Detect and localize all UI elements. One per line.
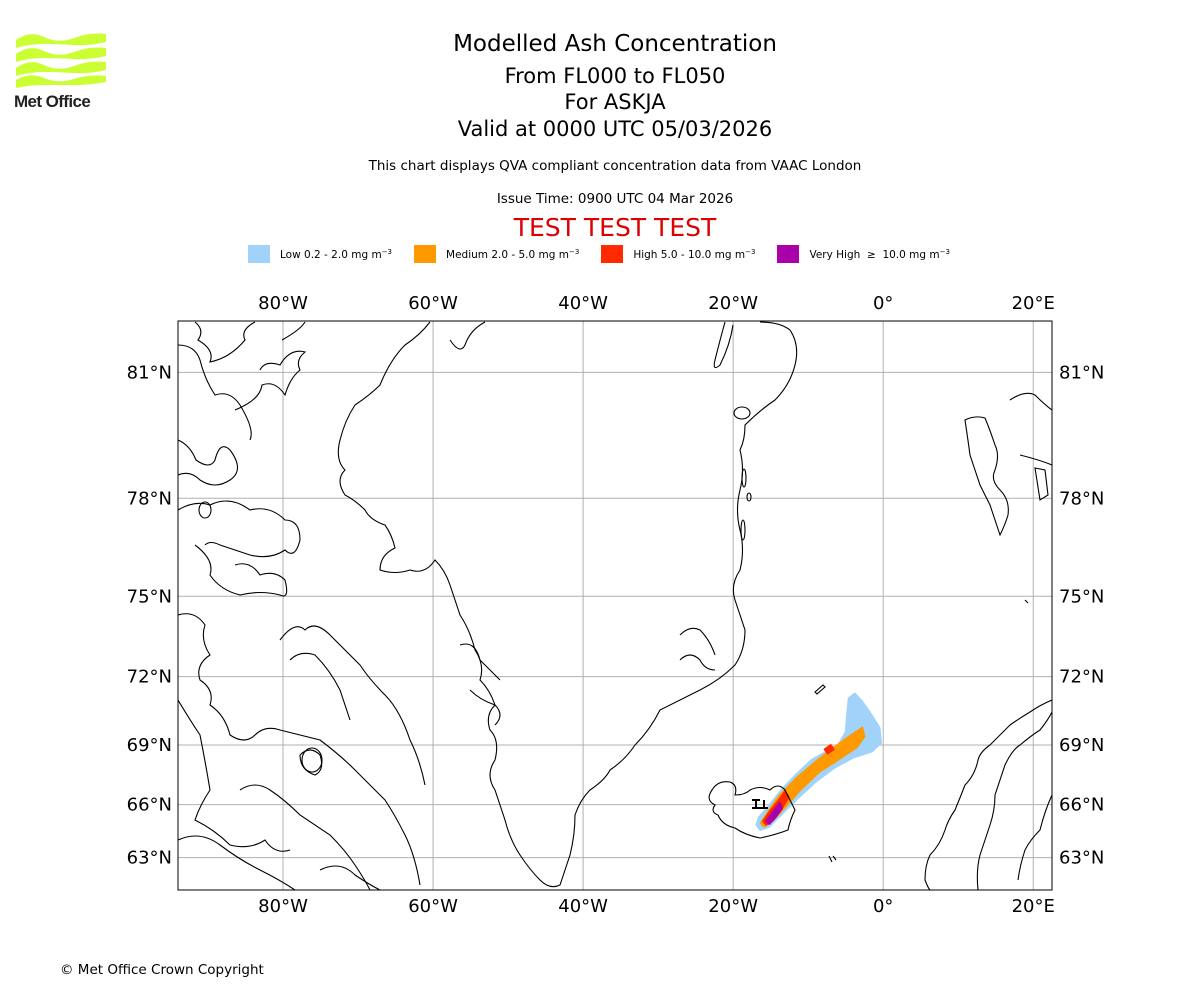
lat-tick-label-left: 78°N (127, 488, 172, 509)
coastline-iceland (708, 781, 796, 839)
graticule (178, 321, 1052, 890)
coastline-labrador-north (178, 835, 381, 890)
legend-swatch-low (248, 245, 270, 263)
lat-tick-label-left: 72°N (127, 667, 172, 688)
coastline-svalbard (964, 392, 1052, 537)
lon-tick-label-bottom: 20°E (1012, 896, 1055, 917)
valid-time: Valid at 0000 UTC 05/03/2026 (457, 117, 773, 141)
askja-marker (752, 799, 768, 809)
coastline-faroe (828, 855, 837, 863)
island (733, 406, 751, 420)
coastlines (178, 321, 1052, 890)
coastline-jan-mayen (814, 684, 826, 695)
legend-label: Very High ≥ 10.0 mg m−3 (809, 247, 950, 261)
lon-tick-label-top: 20°E (1012, 293, 1055, 314)
legend-item-high: High 5.0 - 10.0 mg m−3 (601, 245, 755, 263)
coastline-greenland (337, 321, 798, 888)
lon-tick-label-bottom: 0° (873, 896, 893, 917)
logo-text: Met Office (14, 92, 91, 111)
chart-title: Modelled Ash Concentration (453, 31, 777, 57)
met-office-logo: Met Office (14, 30, 108, 114)
island (198, 501, 212, 519)
lat-tick-label-right: 78°N (1059, 488, 1104, 509)
lon-tick-label-top: 80°W (258, 293, 308, 314)
legend-label: High 5.0 - 10.0 mg m−3 (633, 247, 756, 261)
ash-region-high (823, 744, 835, 755)
legend-swatch-high (601, 245, 624, 263)
volcano-name: For ASKJA (564, 90, 666, 114)
island (746, 492, 752, 502)
copyright: © Met Office Crown Copyright (60, 962, 264, 978)
lat-tick-label-left: 75°N (127, 586, 172, 607)
island (741, 468, 747, 488)
lat-tick-label-left: 69°N (127, 735, 172, 756)
coastline-baffin (178, 613, 426, 886)
lat-tick-label-right: 63°N (1059, 848, 1104, 869)
lat-tick-label-left: 81°N (127, 362, 172, 383)
issue-time: Issue Time: 0900 UTC 04 Mar 2026 (496, 191, 734, 207)
legend-label: Low 0.2 - 2.0 mg m−3 (280, 247, 393, 261)
legend-label: Medium 2.0 - 5.0 mg m−3 (446, 247, 580, 261)
lon-tick-label-top: 20°W (708, 293, 758, 314)
coastline-devon (194, 544, 288, 597)
legend-item-medium: Medium 2.0 - 5.0 mg m−3 (414, 245, 579, 263)
lon-tick-label-bottom: 40°W (558, 896, 608, 917)
legend-item-low: Low 0.2 - 2.0 mg m−3 (248, 245, 392, 263)
axis-labels: 80°W 80°W 60°W 60°W 40°W 40°W 20°W 20°W 0° 0° 20°E… (127, 293, 1105, 917)
island (301, 747, 323, 773)
lat-tick-label-right: 69°N (1059, 735, 1104, 756)
test-banner: TEST TEST TEST (513, 213, 717, 242)
ash-region-very-high (765, 801, 783, 825)
lat-tick-label-right: 75°N (1059, 586, 1104, 607)
lat-tick-label-left: 63°N (127, 848, 172, 869)
legend-swatch-medium (414, 245, 437, 263)
lat-tick-label-right: 66°N (1059, 795, 1104, 816)
coastline-ellesmere (178, 321, 307, 441)
legend-swatch-very-high (777, 245, 800, 263)
chart-subtitle: This chart displays QVA compliant concen… (368, 158, 862, 174)
flight-level-range: From FL000 to FL050 (504, 64, 726, 88)
lat-tick-label-right: 72°N (1059, 667, 1104, 688)
lat-tick-label-left: 66°N (127, 795, 172, 816)
legend-item-very-high: Very High ≥ 10.0 mg m−3 (777, 245, 950, 263)
lon-tick-label-bottom: 60°W (408, 896, 458, 917)
lon-tick-label-top: 40°W (558, 293, 608, 314)
lon-tick-label-bottom: 80°W (258, 896, 308, 917)
lat-tick-label-right: 81°N (1059, 362, 1104, 383)
legend: Low 0.2 - 2.0 mg m−3 Medium 2.0 - 5.0 mg… (248, 244, 972, 264)
lon-tick-label-top: 0° (873, 293, 893, 314)
ash-plume (755, 692, 882, 832)
coastline-bear-island (1024, 599, 1029, 604)
coastline-greenland-fjords (459, 627, 716, 726)
coastline-ellesmere-south (178, 439, 301, 558)
island (740, 519, 746, 541)
lon-tick-label-top: 60°W (408, 293, 458, 314)
map-frame (177, 320, 1053, 891)
lon-tick-label-bottom: 20°W (708, 896, 758, 917)
coastline-norway (924, 699, 1052, 890)
waves-icon (16, 33, 106, 88)
